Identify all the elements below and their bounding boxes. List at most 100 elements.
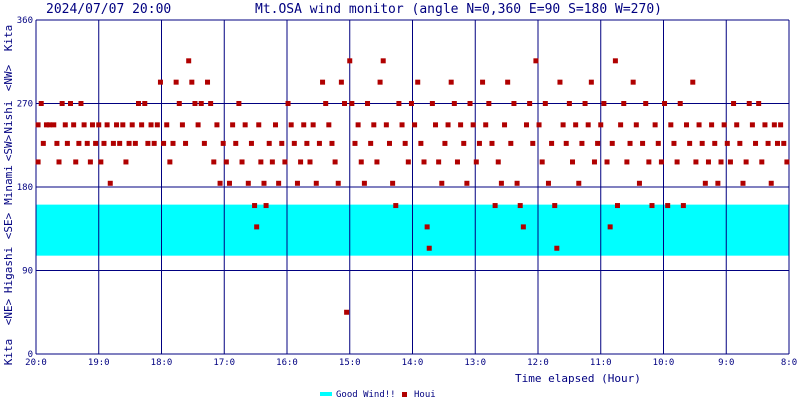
x-tick-label: 12:0 [527, 358, 549, 368]
data-point [256, 122, 262, 128]
data-point [612, 58, 618, 64]
data-point [545, 180, 551, 186]
data-point [445, 122, 451, 128]
data-point [523, 122, 529, 128]
data-point [530, 140, 536, 146]
data-point [142, 101, 148, 106]
data-point [505, 79, 511, 85]
data-point [467, 101, 473, 106]
data-point [579, 140, 585, 146]
data-point [408, 101, 414, 106]
data-point [326, 122, 332, 128]
data-point [242, 122, 248, 128]
data-point [489, 140, 495, 146]
data-point [87, 159, 93, 165]
data-point [768, 180, 774, 186]
data-point [192, 101, 198, 106]
data-point [508, 140, 514, 146]
data-point [139, 122, 145, 128]
tick-labels: 20:0 19:0 18:0 17:0 16:0 15:0 14:0 13:0 12:0 11:0… [17, 16, 797, 368]
data-point [254, 224, 260, 230]
data-point [424, 224, 430, 230]
data-point [393, 203, 399, 209]
data-point [78, 101, 84, 106]
data-point [753, 140, 759, 146]
data-point [598, 122, 604, 128]
data-point [301, 122, 307, 128]
data-point [323, 101, 329, 106]
data-point [71, 122, 77, 128]
data-point [374, 159, 380, 165]
data-point [93, 140, 99, 146]
wind-direction-points [35, 58, 790, 315]
data-point [347, 58, 353, 64]
chart-title: Mt.OSA wind monitor (angle N=0,360 E=90 … [255, 2, 662, 17]
data-point [173, 79, 179, 85]
data-point [705, 159, 711, 165]
data-point [245, 180, 251, 186]
data-point [123, 159, 129, 165]
data-point [40, 140, 46, 146]
data-point [288, 122, 294, 128]
data-point [208, 101, 214, 106]
data-point [781, 140, 787, 146]
y-label-se: <SE> [2, 212, 15, 239]
data-point [665, 203, 671, 209]
data-point [239, 159, 245, 165]
data-point [552, 203, 558, 209]
data-point [110, 140, 116, 146]
data-point [527, 101, 533, 106]
data-point [263, 203, 269, 209]
data-point [473, 159, 479, 165]
data-point [418, 140, 424, 146]
data-point [205, 79, 211, 85]
data-point [320, 79, 326, 85]
data-point [480, 79, 486, 85]
data-point [195, 122, 201, 128]
data-point [429, 101, 435, 106]
x-tick-label: 16:0 [276, 358, 298, 368]
data-point [674, 159, 680, 165]
data-point [101, 140, 107, 146]
data-point [756, 101, 762, 106]
data-point [129, 122, 135, 128]
y-label-minami: Minami [2, 165, 15, 205]
data-point [636, 180, 642, 186]
data-point [157, 79, 163, 85]
data-point [226, 180, 232, 186]
data-point [680, 203, 686, 209]
data-point [570, 159, 576, 165]
data-point [276, 180, 282, 186]
data-point [114, 122, 120, 128]
data-point [743, 159, 749, 165]
data-point [248, 140, 254, 146]
data-point [285, 101, 291, 106]
data-point [712, 140, 718, 146]
x-tick-label: 19:0 [88, 358, 110, 368]
data-point [627, 140, 633, 146]
data-point [448, 79, 454, 85]
legend-label-houi: Houi [414, 390, 436, 400]
data-point [655, 140, 661, 146]
data-point [582, 101, 588, 106]
data-point [313, 180, 319, 186]
data-point [483, 122, 489, 128]
data-point [464, 180, 470, 186]
y-tick-label: 270 [17, 100, 33, 110]
data-point [724, 140, 730, 146]
data-point [170, 140, 176, 146]
data-point [470, 122, 476, 128]
data-point [396, 101, 402, 106]
data-point [68, 101, 74, 106]
data-point [230, 122, 236, 128]
data-point [59, 101, 65, 106]
data-point [566, 101, 572, 106]
data-point [361, 180, 367, 186]
data-point [542, 101, 548, 106]
data-point [693, 159, 699, 165]
data-point [294, 180, 300, 186]
x-tick-label: 9:0 [718, 358, 734, 368]
data-point [671, 140, 677, 146]
data-point [405, 159, 411, 165]
data-point [104, 122, 110, 128]
